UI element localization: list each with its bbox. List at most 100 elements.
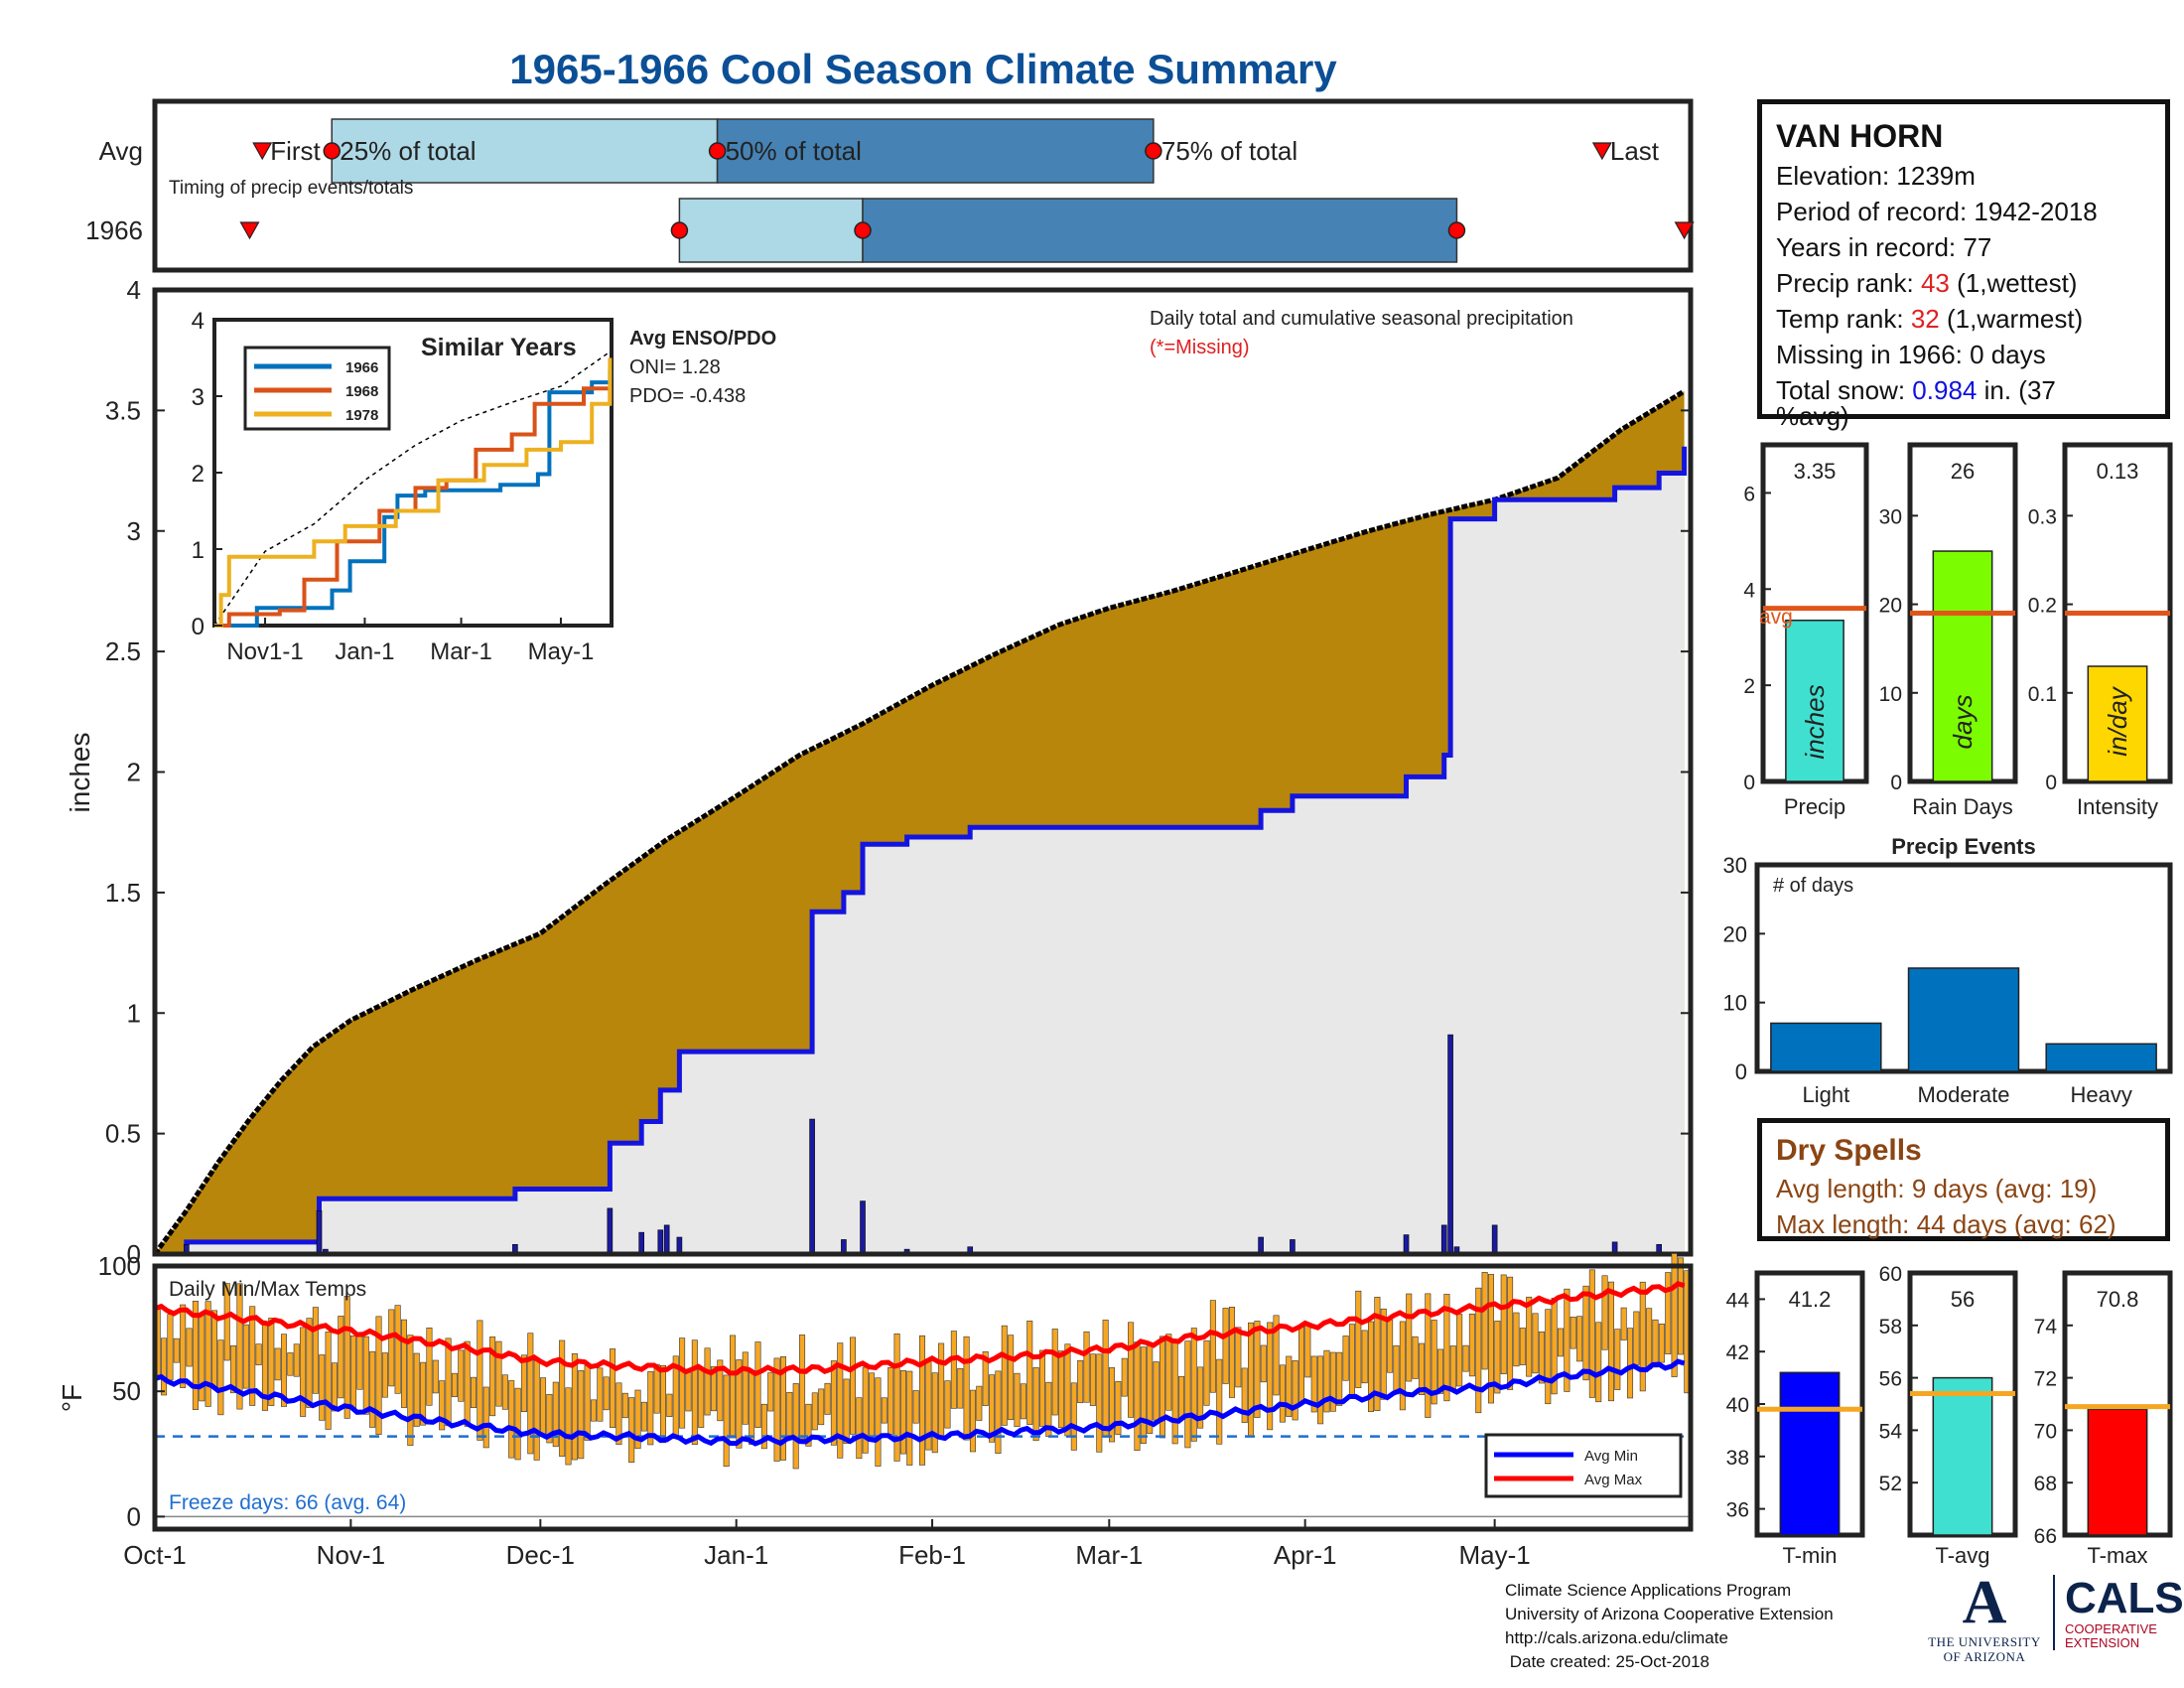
observed-cumulative-line (155, 446, 1688, 1257)
daily-temp-bar (957, 1368, 964, 1409)
daily-temp-bar (1607, 1281, 1614, 1402)
timing-75-label: 75% of total (1161, 136, 1297, 166)
daily-temp-bar (451, 1372, 458, 1398)
daily-temp-bar (1235, 1327, 1242, 1388)
daily-temp-bar (1134, 1341, 1141, 1452)
daily-temp-bar (875, 1377, 882, 1467)
y-tick-label: 2.5 (105, 636, 141, 666)
y-tick-label: 1 (127, 998, 141, 1028)
daily-temp-bar (1064, 1343, 1071, 1437)
daily-temp-bar (489, 1336, 496, 1417)
summary-precip-value: 3.35 (1794, 459, 1837, 484)
precip-events-category-label: Heavy (2070, 1082, 2131, 1107)
temp-y-axis-label: °F (57, 1384, 87, 1412)
daily-precip-bar (1258, 1236, 1264, 1255)
summary-temp-bar-t-avg (1932, 1376, 1993, 1536)
inset-title: Similar Years (421, 334, 577, 361)
inset-legend-label: 1978 (345, 407, 378, 424)
inset-x-tick-label: Jan-1 (335, 638, 394, 665)
daily-temp-bar (1171, 1339, 1178, 1445)
ua-text-1: THE UNIVERSITY (1928, 1634, 2041, 1649)
daily-temp-bar (533, 1359, 540, 1461)
y-tick-label: 0 (127, 1239, 141, 1269)
summary-precip-y-tick-label: 4 (1743, 579, 1755, 602)
y1966-percentile-marker (670, 221, 689, 239)
daily-temp-bar (899, 1370, 906, 1455)
daily-temp-bar (407, 1335, 414, 1447)
daily-temp-bar (805, 1403, 812, 1447)
daily-temp-bar (830, 1360, 837, 1446)
daily-temp-bar (1582, 1285, 1589, 1381)
x-tick-label: May-1 (1459, 1540, 1531, 1570)
daily-temp-bar (445, 1337, 452, 1427)
daily-temp-bar (1462, 1344, 1469, 1372)
inset-x-tick-label: May-1 (528, 638, 595, 665)
inset-series-line-1968 (214, 386, 613, 628)
y1966-percentile-marker (1447, 221, 1466, 239)
daily-precip-bar (1491, 1224, 1498, 1255)
inset-legend-label: 1966 (345, 359, 378, 376)
daily-temp-bar (1020, 1383, 1026, 1420)
daily-temp-bar (938, 1342, 945, 1438)
summary-temp-value: 41.2 (1789, 1287, 1832, 1312)
timing-row-label-1966: 1966 (85, 215, 143, 245)
inset-y-tick-label: 0 (192, 614, 205, 640)
daily-temp-bar (1348, 1324, 1355, 1399)
daily-temp-bar (856, 1397, 863, 1460)
summary-precip-value: 26 (1951, 459, 1975, 484)
daily-temp-bar (634, 1389, 641, 1450)
daily-temp-bar (754, 1341, 761, 1428)
daily-temp-bar (312, 1307, 319, 1394)
daily-temp-bar (691, 1339, 698, 1445)
cals-text-2: EXTENSION (2065, 1635, 2140, 1650)
daily-temp-bar (1267, 1322, 1274, 1431)
daily-temp-bar (1304, 1324, 1311, 1378)
daily-precip-bar (860, 1200, 866, 1255)
avg-25-50-box (331, 118, 719, 184)
daily-temp-bar (666, 1393, 673, 1417)
daily-temp-bar (325, 1332, 332, 1430)
precip-rank-suffix: (1,wettest) (1949, 268, 2078, 298)
daily-temp-bar (1165, 1334, 1172, 1411)
y-tick-label: 3.5 (105, 395, 141, 425)
daily-precip-bar (607, 1207, 614, 1255)
daily-temp-bar (989, 1374, 996, 1443)
daily-temp-bar (306, 1318, 313, 1408)
daily-temp-bar (1026, 1321, 1033, 1425)
missing-days: Missing in 1966: 0 days (1776, 340, 2046, 369)
daily-temp-bar (584, 1364, 591, 1441)
y-tick-label: 4 (127, 275, 141, 305)
daily-temp-bar (1128, 1322, 1135, 1418)
summary-precip-y-tick-label: 0.1 (2028, 683, 2057, 706)
timing-25-label: 25% of total (340, 136, 476, 166)
daily-temp-bar (1355, 1290, 1362, 1388)
daily-temp-bar (1310, 1355, 1317, 1413)
summary-precip-unit: days (1948, 695, 1978, 750)
daily-temp-bar (1614, 1329, 1621, 1390)
daily-temp-bar (1038, 1349, 1045, 1427)
daily-temp-bar (1532, 1313, 1539, 1374)
daily-temp-bar (1595, 1322, 1602, 1403)
daily-temp-bar (173, 1337, 180, 1363)
summary-temp-name: T-avg (1935, 1543, 1989, 1568)
daily-temp-bar (950, 1331, 957, 1409)
temp-chart-title: Daily Min/Max Temps (169, 1278, 366, 1301)
daily-precip-bar (809, 1118, 815, 1255)
daily-temp-bar (1418, 1342, 1425, 1395)
summary-temp-y-tick-label: 58 (1879, 1316, 1902, 1338)
y-tick-label: 3 (127, 516, 141, 546)
daily-precip-bar (676, 1236, 683, 1255)
y-tick-label: 1.5 (105, 878, 141, 908)
daily-temp-bar (919, 1335, 926, 1466)
summary-temp-y-tick-label: 52 (1879, 1473, 1902, 1495)
daily-temp-bar (1140, 1346, 1147, 1445)
legend-avg-min-label: Avg Min (1584, 1448, 1638, 1465)
precip-events-category-label: Moderate (1918, 1082, 2010, 1107)
station-period: Period of record: 1942-2018 (1776, 197, 2098, 226)
daily-temp-bar (1178, 1375, 1185, 1420)
daily-temp-bar (603, 1376, 610, 1411)
enso-title: Avg ENSO/PDO (629, 328, 776, 350)
temperature-chart: 0 50 100 °F Daily Min/Max Temps Freeze days: … (57, 1251, 1694, 1570)
daily-temp-bar (1406, 1293, 1413, 1382)
daily-temp-bar (319, 1354, 326, 1421)
